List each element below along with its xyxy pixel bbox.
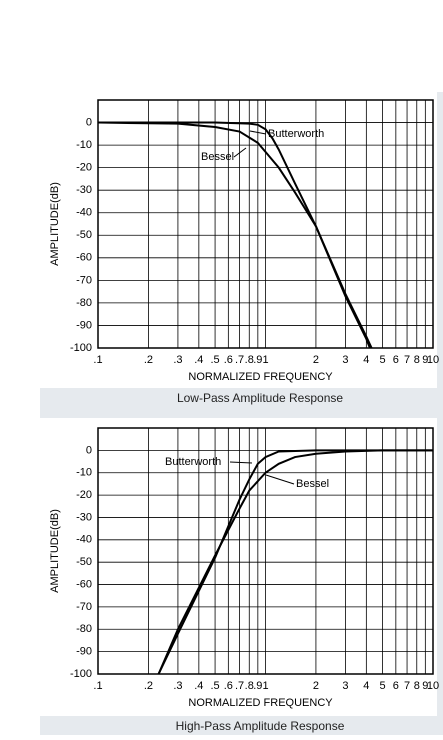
x-tick-label: 10 bbox=[427, 354, 439, 366]
x-tick-label: 2 bbox=[313, 680, 319, 692]
x-tick-label: .2 bbox=[144, 354, 153, 366]
x-tick-label: .2 bbox=[144, 680, 153, 692]
x-tick-label: 10 bbox=[427, 680, 439, 692]
series-label: Bessel bbox=[296, 478, 329, 490]
y-tick-label: 0 bbox=[86, 116, 92, 128]
x-tick-label: 6 bbox=[393, 680, 399, 692]
label-arrow bbox=[229, 461, 253, 464]
series-label: Butterworth bbox=[268, 128, 324, 140]
y-tick-label: -30 bbox=[76, 184, 92, 196]
x-tick-label: .3 bbox=[173, 354, 182, 366]
x-tick-label: .8 bbox=[245, 354, 254, 366]
y-tick-label: -100 bbox=[70, 668, 92, 680]
x-tick-label: .5 bbox=[210, 680, 219, 692]
x-tick-label: .1 bbox=[93, 680, 102, 692]
x-tick-label: .5 bbox=[210, 354, 219, 366]
series-label: Butterworth bbox=[165, 456, 221, 468]
y-tick-label: -70 bbox=[76, 274, 92, 286]
x-tick-label: 9 bbox=[422, 680, 428, 692]
x-tick-label: .4 bbox=[194, 354, 203, 366]
x-tick-label: .3 bbox=[173, 680, 182, 692]
caption: High-Pass Amplitude Response bbox=[176, 719, 345, 733]
x-tick-label: .7 bbox=[235, 354, 244, 366]
x-tick-label: 4 bbox=[363, 354, 369, 366]
y-tick-label: -20 bbox=[76, 162, 92, 174]
y-axis-label: AMPLITUDE(dB) bbox=[49, 509, 61, 593]
caption-band bbox=[40, 388, 437, 418]
series-line bbox=[157, 449, 433, 675]
x-tick-label: 3 bbox=[342, 354, 348, 366]
side-band bbox=[437, 92, 443, 735]
label-arrow bbox=[265, 474, 295, 485]
x-tick-label: .1 bbox=[93, 354, 102, 366]
series-line bbox=[157, 449, 433, 675]
y-tick-label: -90 bbox=[76, 319, 92, 331]
y-tick-label: -100 bbox=[70, 342, 92, 354]
caption-band bbox=[40, 716, 437, 735]
y-tick-label: -70 bbox=[76, 601, 92, 613]
y-tick-label: -40 bbox=[76, 534, 92, 546]
x-tick-label: .6 bbox=[224, 680, 233, 692]
y-tick-label: -30 bbox=[76, 511, 92, 523]
label-arrow bbox=[249, 130, 267, 135]
x-tick-label: .8 bbox=[245, 680, 254, 692]
y-tick-label: -80 bbox=[76, 623, 92, 635]
y-tick-label: -20 bbox=[76, 489, 92, 501]
y-tick-label: -50 bbox=[76, 229, 92, 241]
x-tick-label: .6 bbox=[224, 354, 233, 366]
x-tick-label: .7 bbox=[235, 680, 244, 692]
label-arrow bbox=[233, 147, 247, 158]
x-tick-label: 1 bbox=[262, 680, 268, 692]
x-tick-label: .9 bbox=[253, 354, 262, 366]
y-tick-label: -10 bbox=[76, 467, 92, 479]
y-axis-label: AMPLITUDE(dB) bbox=[49, 182, 61, 266]
x-tick-label: 7 bbox=[404, 680, 410, 692]
x-tick-label: 4 bbox=[363, 680, 369, 692]
y-tick-label: -60 bbox=[76, 578, 92, 590]
x-tick-label: 8 bbox=[414, 354, 420, 366]
x-axis-label: NORMALIZED FREQUENCY bbox=[188, 371, 333, 383]
y-tick-label: -80 bbox=[76, 297, 92, 309]
y-tick-label: -50 bbox=[76, 556, 92, 568]
series-label: Bessel bbox=[201, 151, 234, 163]
x-tick-label: 9 bbox=[422, 354, 428, 366]
y-tick-label: 0 bbox=[86, 444, 92, 456]
x-axis-label: NORMALIZED FREQUENCY bbox=[188, 697, 333, 709]
x-tick-label: .9 bbox=[253, 680, 262, 692]
x-tick-label: 5 bbox=[380, 354, 386, 366]
x-tick-label: .4 bbox=[194, 680, 203, 692]
x-tick-label: 5 bbox=[380, 680, 386, 692]
x-tick-label: 6 bbox=[393, 354, 399, 366]
x-tick-label: 1 bbox=[262, 354, 268, 366]
x-tick-label: 7 bbox=[404, 354, 410, 366]
x-tick-label: 3 bbox=[342, 680, 348, 692]
series-line bbox=[97, 121, 371, 349]
y-tick-label: -90 bbox=[76, 646, 92, 658]
caption: Low-Pass Amplitude Response bbox=[177, 391, 343, 405]
x-tick-label: 8 bbox=[414, 680, 420, 692]
y-tick-label: -40 bbox=[76, 207, 92, 219]
y-tick-label: -60 bbox=[76, 252, 92, 264]
y-tick-label: -10 bbox=[76, 139, 92, 151]
x-tick-label: 2 bbox=[313, 354, 319, 366]
